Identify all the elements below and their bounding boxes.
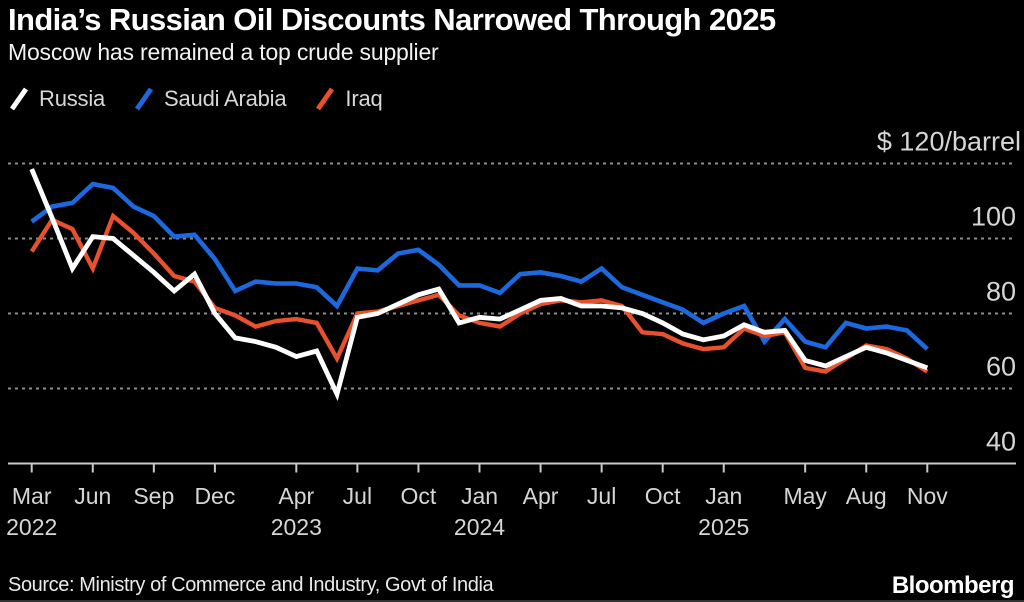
y-tick-label: 60	[986, 352, 1016, 382]
x-tick-label: Aug	[846, 483, 887, 509]
y-tick-label: 80	[986, 277, 1016, 307]
legend: Russia Saudi Arabia Iraq	[8, 86, 383, 112]
x-tick-label: Jun	[74, 483, 111, 509]
x-tick-label: Jul	[587, 483, 616, 509]
x-tick-label: Jan	[461, 483, 498, 509]
y-tick-label: 40	[986, 427, 1016, 457]
legend-label-iraq: Iraq	[345, 86, 383, 111]
series-line-russia	[29, 168, 929, 402]
x-tick-label: Nov	[907, 483, 948, 509]
legend-item-saudi-arabia: Saudi Arabia	[133, 86, 287, 112]
russia-line-swatch-icon	[9, 87, 29, 111]
iraq-line-swatch-icon	[316, 87, 335, 111]
x-tick-label: Mar	[12, 483, 52, 509]
page-title: India’s Russian Oil Discounts Narrowed T…	[8, 2, 776, 37]
page-subtitle: Moscow has remained a top crude supplier	[8, 39, 439, 65]
source-note: Source: Ministry of Commerce and Industr…	[8, 574, 494, 596]
x-tick-year: 2022	[6, 514, 57, 540]
y-tick-label: 100	[971, 202, 1016, 232]
y-axis-unit-label: $ 120/barrel	[877, 127, 1021, 157]
bloomberg-logo: Bloomberg	[891, 572, 1015, 599]
x-tick-year: 2024	[454, 514, 505, 540]
x-tick-label: May	[783, 483, 827, 509]
series-line-saudi-arabia	[30, 181, 929, 351]
legend-label-russia: Russia	[39, 86, 106, 111]
x-tick-label: Apr	[278, 483, 314, 509]
series-line-iraq	[29, 212, 929, 374]
legend-item-iraq: Iraq	[314, 86, 383, 112]
legend-item-russia: Russia	[8, 86, 105, 112]
x-tick-label: Oct	[401, 483, 437, 509]
saudi-arabia-line-swatch-icon	[134, 87, 154, 111]
x-tick-year: 2023	[271, 514, 322, 540]
x-tick-label: Dec	[194, 483, 235, 509]
x-tick-year: 2025	[698, 514, 749, 540]
bottom-divider	[0, 600, 1024, 602]
x-tick-label: Jul	[343, 483, 372, 509]
x-tick-label: Apr	[523, 483, 559, 509]
x-tick-label: Oct	[645, 483, 681, 509]
x-tick-label: Sep	[133, 483, 174, 509]
x-tick-label: Jan	[705, 483, 742, 509]
legend-label-saudi-arabia: Saudi Arabia	[164, 86, 287, 111]
